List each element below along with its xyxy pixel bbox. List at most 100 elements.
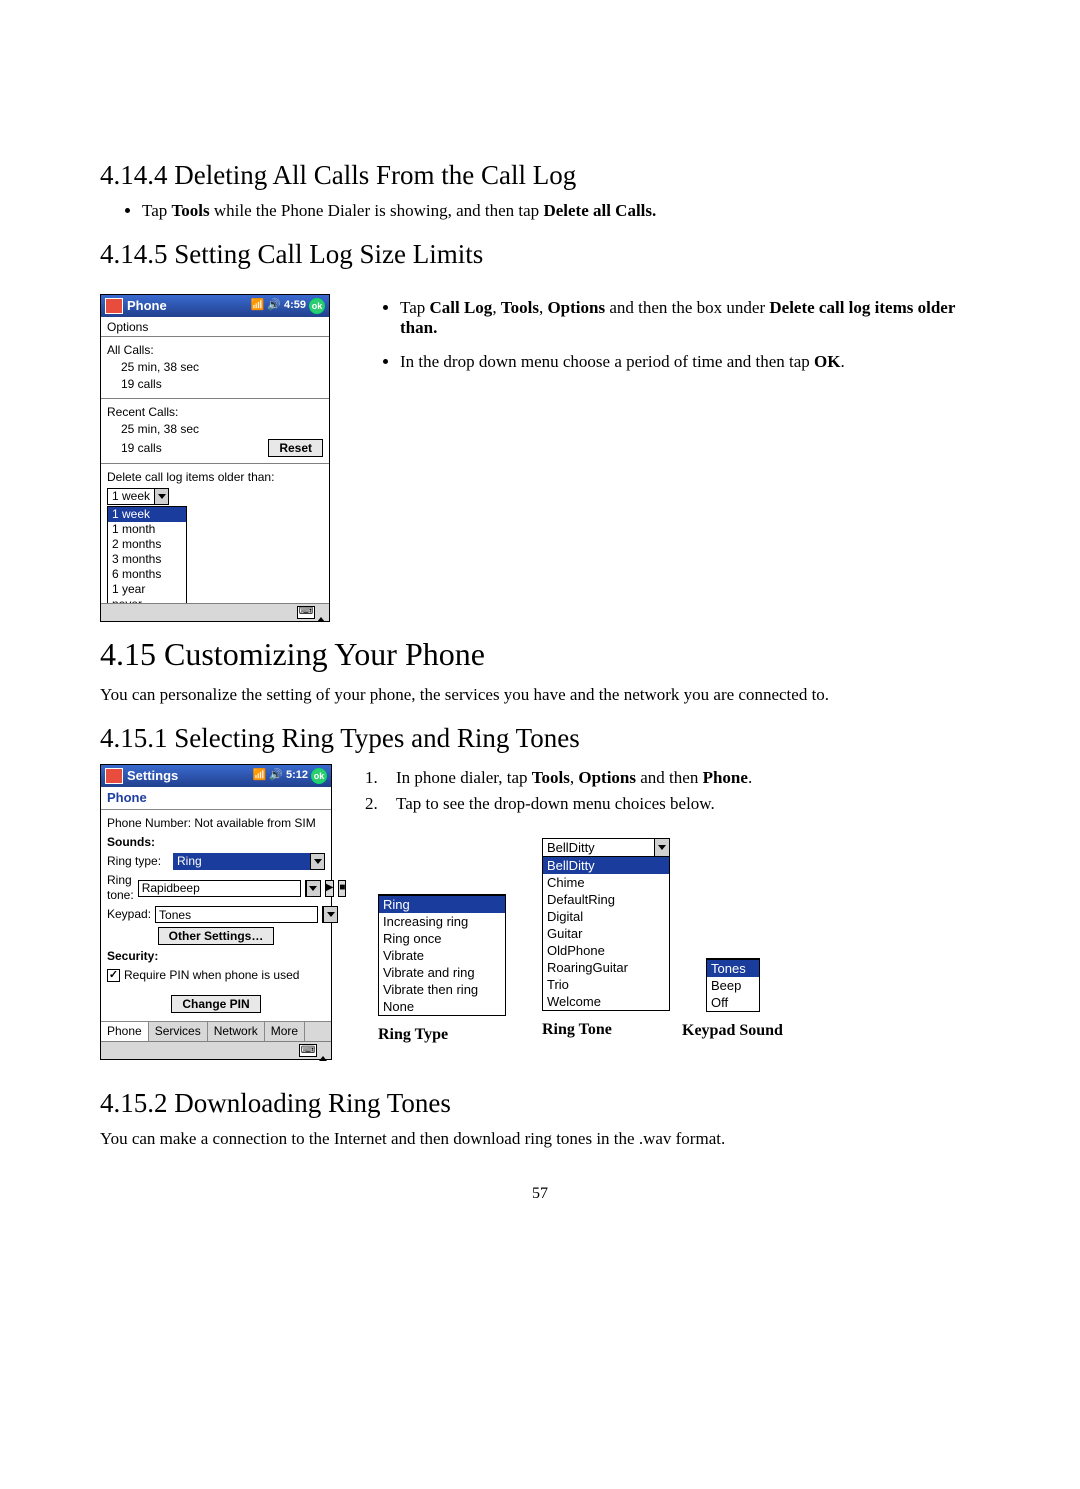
- list-item[interactable]: Beep: [707, 977, 759, 994]
- screenshot-phone-settings: Settings 5:12 ok Phone Phone Number: Not…: [100, 764, 332, 1060]
- sip-up-icon[interactable]: [319, 1045, 327, 1058]
- chevron-down-icon: [154, 489, 168, 504]
- sip-bar: ⌨: [101, 1041, 331, 1059]
- keypad-sound-list[interactable]: Tones Beep Off: [706, 958, 760, 1012]
- list-item[interactable]: Vibrate: [379, 947, 505, 964]
- list-item[interactable]: Guitar: [543, 925, 669, 942]
- list-item[interactable]: RoaringGuitar: [543, 959, 669, 976]
- other-settings-button[interactable]: Other Settings…: [158, 927, 275, 945]
- recent-calls-label: Recent Calls:: [107, 405, 323, 420]
- window-title: Settings: [127, 768, 253, 784]
- list-item[interactable]: 1 year: [108, 582, 186, 597]
- steps-list: In phone dialer, tap Tools, Options and …: [360, 768, 980, 814]
- list-item[interactable]: 1 month: [108, 522, 186, 537]
- caption-ring-tone: Ring Tone: [542, 1021, 670, 1039]
- keyboard-icon[interactable]: ⌨: [299, 1044, 317, 1057]
- titlebar: Settings 5:12 ok: [101, 765, 331, 787]
- delete-older-than-label: Delete call log items older than:: [107, 470, 323, 485]
- caption-keypad-sound: Keypad Sound: [682, 1022, 783, 1040]
- window-title: Phone: [127, 298, 251, 314]
- recent-calls-duration: 25 min, 38 sec: [107, 422, 323, 437]
- settings-tabs: Phone Services Network More: [101, 1021, 331, 1041]
- ok-button[interactable]: ok: [309, 298, 325, 314]
- recent-calls-count: 19 calls: [107, 441, 162, 456]
- settings-tab-header: Phone: [101, 787, 331, 810]
- list-item[interactable]: Chime: [543, 874, 669, 891]
- keypad-label: Keypad:: [107, 907, 151, 922]
- require-pin-checkbox[interactable]: ✓ Require PIN when phone is used: [107, 968, 325, 983]
- ring-type-label: Ring type:: [107, 854, 169, 869]
- ring-tone-selected: BellDitty: [543, 839, 654, 856]
- paragraph: You can make a connection to the Interne…: [100, 1129, 980, 1149]
- chevron-down-icon: [654, 839, 669, 856]
- list-item[interactable]: Ring: [379, 896, 505, 913]
- menu-options[interactable]: Options: [101, 317, 329, 337]
- tab-phone[interactable]: Phone: [101, 1022, 149, 1041]
- list-item[interactable]: Off: [707, 994, 759, 1011]
- list-item[interactable]: Trio: [543, 976, 669, 993]
- bullet-item: In the drop down menu choose a period of…: [400, 352, 980, 372]
- list-item[interactable]: DefaultRing: [543, 891, 669, 908]
- list-item[interactable]: 6 months: [108, 567, 186, 582]
- all-calls-duration: 25 min, 38 sec: [107, 360, 323, 375]
- list-item[interactable]: None: [379, 998, 505, 1015]
- paragraph: You can personalize the setting of your …: [100, 685, 980, 705]
- heading-4-14-5: 4.14.5 Setting Call Log Size Limits: [100, 239, 980, 270]
- security-label: Security:: [107, 949, 325, 964]
- list-item[interactable]: BellDitty: [543, 857, 669, 874]
- tab-services[interactable]: Services: [149, 1022, 208, 1041]
- ring-tone-list[interactable]: BellDitty BellDitty Chime DefaultRing Di…: [542, 838, 670, 1011]
- heading-4-15-1: 4.15.1 Selecting Ring Types and Ring Ton…: [100, 723, 980, 754]
- titlebar: Phone 4:59 ok: [101, 295, 329, 317]
- list-item[interactable]: 3 months: [108, 552, 186, 567]
- bullet-item: Tap Call Log, Tools, Options and then th…: [400, 298, 980, 338]
- signal-icon: [253, 769, 267, 783]
- chevron-down-icon: [310, 854, 324, 869]
- list-item[interactable]: Increasing ring: [379, 913, 505, 930]
- list-item[interactable]: Ring once: [379, 930, 505, 947]
- speaker-icon: [267, 299, 281, 313]
- tab-more[interactable]: More: [265, 1022, 305, 1041]
- tab-network[interactable]: Network: [208, 1022, 265, 1041]
- step-item: Tap to see the drop-down menu choices be…: [382, 794, 980, 814]
- sip-up-icon[interactable]: [317, 606, 325, 619]
- list-item[interactable]: Digital: [543, 908, 669, 925]
- phone-number-label: Phone Number: Not available from SIM: [107, 816, 325, 831]
- start-flag-icon[interactable]: [105, 768, 123, 784]
- step-item: In phone dialer, tap Tools, Options and …: [382, 768, 980, 788]
- sip-bar: ⌨: [101, 603, 329, 621]
- keypad-dropdown[interactable]: [155, 906, 318, 923]
- checkbox-icon: ✓: [107, 969, 120, 982]
- start-flag-icon[interactable]: [105, 298, 123, 314]
- clock: 4:59: [284, 299, 306, 313]
- list-item[interactable]: Tones: [707, 960, 759, 977]
- bullet-list: Tap Call Log, Tools, Options and then th…: [358, 298, 980, 372]
- sounds-label: Sounds:: [107, 835, 325, 850]
- list-item[interactable]: Vibrate and ring: [379, 964, 505, 981]
- delete-older-than-list[interactable]: 1 week 1 month 2 months 3 months 6 month…: [107, 506, 187, 613]
- ring-tone-dropdown[interactable]: [138, 880, 301, 897]
- list-item[interactable]: 2 months: [108, 537, 186, 552]
- caption-ring-type: Ring Type: [378, 1026, 506, 1044]
- require-pin-label: Require PIN when phone is used: [124, 968, 299, 983]
- keyboard-icon[interactable]: ⌨: [297, 606, 315, 619]
- ring-type-list[interactable]: Ring Increasing ring Ring once Vibrate V…: [378, 894, 506, 1016]
- bullet-list: Tap Tools while the Phone Dialer is show…: [100, 201, 980, 221]
- list-item[interactable]: Vibrate then ring: [379, 981, 505, 998]
- change-pin-button[interactable]: Change PIN: [171, 995, 260, 1013]
- list-item[interactable]: 1 week: [108, 507, 186, 522]
- all-calls-label: All Calls:: [107, 343, 323, 358]
- ring-type-dropdown[interactable]: Ring: [173, 853, 310, 870]
- heading-4-14-4: 4.14.4 Deleting All Calls From the Call …: [100, 160, 980, 191]
- reset-button[interactable]: Reset: [268, 439, 323, 457]
- screenshot-call-log-options: Phone 4:59 ok Options All Calls: 25 min,…: [100, 294, 330, 622]
- chevron-down-icon: [306, 881, 320, 896]
- ring-tone-label: Ring tone:: [107, 873, 134, 903]
- clock: 5:12: [286, 769, 308, 783]
- ok-button[interactable]: ok: [311, 768, 327, 784]
- delete-older-than-dropdown[interactable]: 1 week: [107, 488, 169, 505]
- all-calls-count: 19 calls: [107, 377, 323, 392]
- speaker-icon: [269, 769, 283, 783]
- list-item[interactable]: OldPhone: [543, 942, 669, 959]
- list-item[interactable]: Welcome: [543, 993, 669, 1010]
